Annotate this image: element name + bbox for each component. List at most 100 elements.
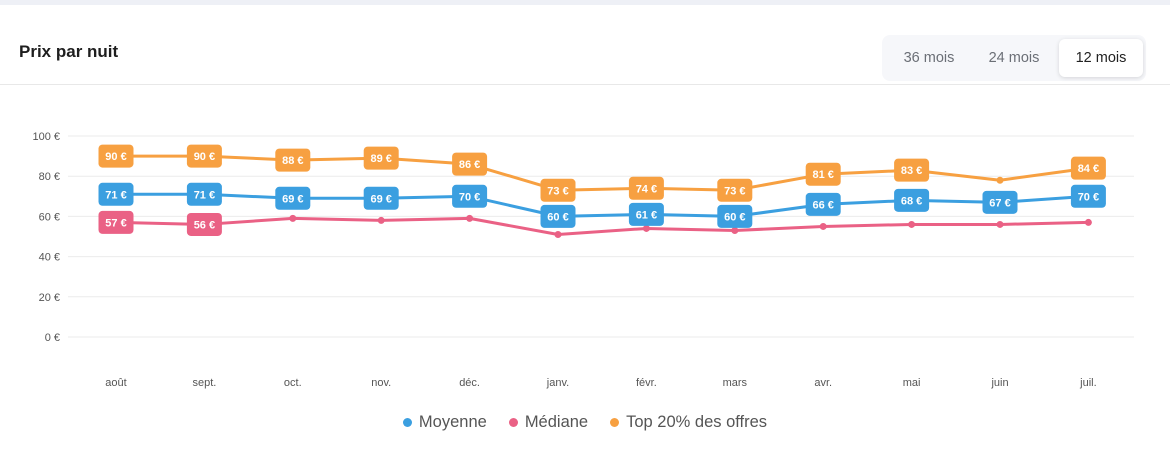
data-label-box-moyenne bbox=[540, 204, 576, 228]
data-label-box-moyenne bbox=[452, 184, 488, 208]
y-tick-label: 100 € bbox=[32, 131, 60, 143]
y-tick-label: 0 € bbox=[45, 332, 60, 344]
data-label-top-20-des-offres: 73 € bbox=[547, 185, 568, 197]
data-label-box-mediane bbox=[98, 210, 134, 234]
data-label-moyenne: 71 € bbox=[194, 189, 215, 201]
data-label-top-20-des-offres: 86 € bbox=[459, 159, 480, 171]
y-tick-label: 20 € bbox=[39, 292, 60, 304]
data-label-box-top-20-des-offres bbox=[1070, 156, 1106, 180]
period-24-months-button[interactable]: 24 mois bbox=[988, 50, 1040, 66]
data-label-box-moyenne bbox=[186, 182, 222, 206]
x-tick-label: mai bbox=[903, 377, 921, 389]
data-label-box-moyenne bbox=[982, 190, 1018, 214]
data-label-box-moyenne bbox=[628, 202, 664, 226]
legend-label-top20: Top 20% des offres bbox=[626, 412, 768, 431]
data-label-moyenne: 71 € bbox=[105, 189, 126, 201]
series-line-mediane bbox=[114, 216, 1090, 236]
data-label-moyenne: 70 € bbox=[1078, 191, 1099, 203]
data-label-layer: 90 € 90 € 88 € 89 € 86 € 73 € 74 € 73 € 81 € 83 €… bbox=[98, 144, 1106, 236]
data-label-top-20-des-offres: 81 € bbox=[812, 169, 833, 181]
data-label-moyenne: 70 € bbox=[459, 191, 480, 203]
data-point-mediane[interactable] bbox=[554, 230, 562, 238]
x-tick-label: févr. bbox=[636, 377, 657, 389]
x-tick-label: sept. bbox=[192, 377, 216, 389]
data-label-top-20-des-offres: 74 € bbox=[636, 183, 657, 195]
data-label-moyenne: 66 € bbox=[812, 199, 833, 211]
y-tick-label: 60 € bbox=[39, 211, 60, 223]
data-label-box-top-20-des-offres bbox=[98, 144, 134, 168]
data-point-mediane[interactable] bbox=[466, 214, 474, 222]
x-tick-label: juil. bbox=[1079, 377, 1097, 389]
data-label-box-top-20-des-offres bbox=[275, 148, 311, 172]
data-label-mediane: 56 € bbox=[194, 219, 215, 231]
data-point-mediane[interactable] bbox=[289, 214, 297, 222]
data-label-box-top-20-des-offres bbox=[805, 162, 841, 186]
chart-title: Prix par nuit bbox=[19, 42, 119, 61]
data-label-box-moyenne bbox=[894, 188, 930, 212]
period-36-months-button[interactable]: 36 mois bbox=[903, 50, 955, 66]
data-label-box-moyenne bbox=[363, 186, 399, 210]
y-tick-label: 80 € bbox=[39, 171, 60, 183]
x-tick-label: avr. bbox=[814, 377, 832, 389]
data-point-mediane[interactable] bbox=[731, 226, 739, 234]
data-label-top-20-des-offres: 90 € bbox=[194, 151, 215, 163]
data-point-mediane[interactable] bbox=[1084, 218, 1092, 226]
data-label-top-20-des-offres: 83 € bbox=[901, 165, 922, 177]
x-tick-label: mars bbox=[723, 377, 748, 389]
data-point-mediane[interactable] bbox=[908, 220, 916, 228]
data-label-box-top-20-des-offres bbox=[363, 146, 399, 170]
data-label-moyenne: 61 € bbox=[636, 209, 657, 221]
data-label-box-top-20-des-offres bbox=[452, 152, 488, 176]
period-12-months-button[interactable]: 12 mois bbox=[1059, 39, 1143, 77]
line-chart: 0 € 20 € 40 € 60 € 80 € 100 € août sept. oct. no… bbox=[32, 131, 1134, 389]
data-label-moyenne: 67 € bbox=[989, 197, 1010, 209]
data-label-top-20-des-offres: 88 € bbox=[282, 155, 303, 167]
data-label-moyenne: 60 € bbox=[724, 211, 745, 223]
data-point-mediane[interactable] bbox=[642, 224, 650, 232]
legend-swatch-top20 bbox=[610, 417, 620, 427]
x-tick-label: nov. bbox=[371, 377, 391, 389]
legend-swatch-mediane bbox=[508, 417, 518, 427]
legend-item-mediane[interactable]: Médiane bbox=[508, 412, 589, 432]
grid-layer bbox=[68, 135, 1134, 338]
data-label-mediane: 57 € bbox=[105, 217, 126, 229]
legend-label-mediane: Médiane bbox=[524, 412, 589, 431]
data-point-mediane[interactable] bbox=[996, 220, 1004, 228]
data-label-box-top-20-des-offres bbox=[628, 176, 664, 200]
x-tick-label: oct. bbox=[284, 377, 302, 389]
legend-item-moyenne[interactable]: Moyenne bbox=[402, 412, 487, 432]
x-tick-label: juin bbox=[990, 377, 1008, 389]
top-strip bbox=[0, 0, 1170, 5]
period-selector: 36 mois 24 mois 12 mois bbox=[882, 35, 1146, 81]
data-label-top-20-des-offres: 84 € bbox=[1078, 163, 1099, 175]
data-label-box-moyenne bbox=[275, 186, 311, 210]
data-label-box-mediane bbox=[186, 212, 222, 236]
data-label-top-20-des-offres: 89 € bbox=[370, 153, 391, 165]
data-label-moyenne: 68 € bbox=[901, 195, 922, 207]
x-axis: août sept. oct. nov. déc. janv. févr. mars avr. m… bbox=[105, 377, 1096, 389]
x-tick-label: janv. bbox=[546, 377, 569, 389]
legend-item-top20[interactable]: Top 20% des offres bbox=[610, 413, 767, 432]
data-label-box-moyenne bbox=[805, 192, 841, 216]
legend-swatch-moyenne bbox=[402, 417, 412, 427]
y-axis: 0 € 20 € 40 € 60 € 80 € 100 € bbox=[32, 131, 60, 344]
data-label-moyenne: 69 € bbox=[282, 193, 303, 205]
data-point-mediane[interactable] bbox=[377, 216, 385, 224]
chart-header: Prix par nuit 36 mois 24 mois 12 mois bbox=[0, 5, 1170, 85]
data-label-box-moyenne bbox=[717, 204, 753, 228]
data-label-moyenne: 69 € bbox=[370, 193, 391, 205]
data-label-box-top-20-des-offres bbox=[540, 178, 576, 202]
data-point-mediane[interactable] bbox=[819, 222, 827, 230]
data-label-box-moyenne bbox=[1070, 184, 1106, 208]
series-line-top-20-des-offres bbox=[114, 154, 1090, 192]
legend-label-moyenne: Moyenne bbox=[418, 412, 487, 431]
x-tick-label: déc. bbox=[459, 377, 480, 389]
data-label-box-top-20-des-offres bbox=[894, 158, 930, 182]
data-point-top-20-des-offres[interactable] bbox=[996, 176, 1004, 184]
data-label-box-top-20-des-offres bbox=[186, 144, 222, 168]
data-label-box-moyenne bbox=[98, 182, 134, 206]
series-layer bbox=[112, 152, 1092, 238]
data-label-top-20-des-offres: 90 € bbox=[105, 151, 126, 163]
data-label-top-20-des-offres: 73 € bbox=[724, 185, 745, 197]
data-label-moyenne: 60 € bbox=[547, 211, 568, 223]
